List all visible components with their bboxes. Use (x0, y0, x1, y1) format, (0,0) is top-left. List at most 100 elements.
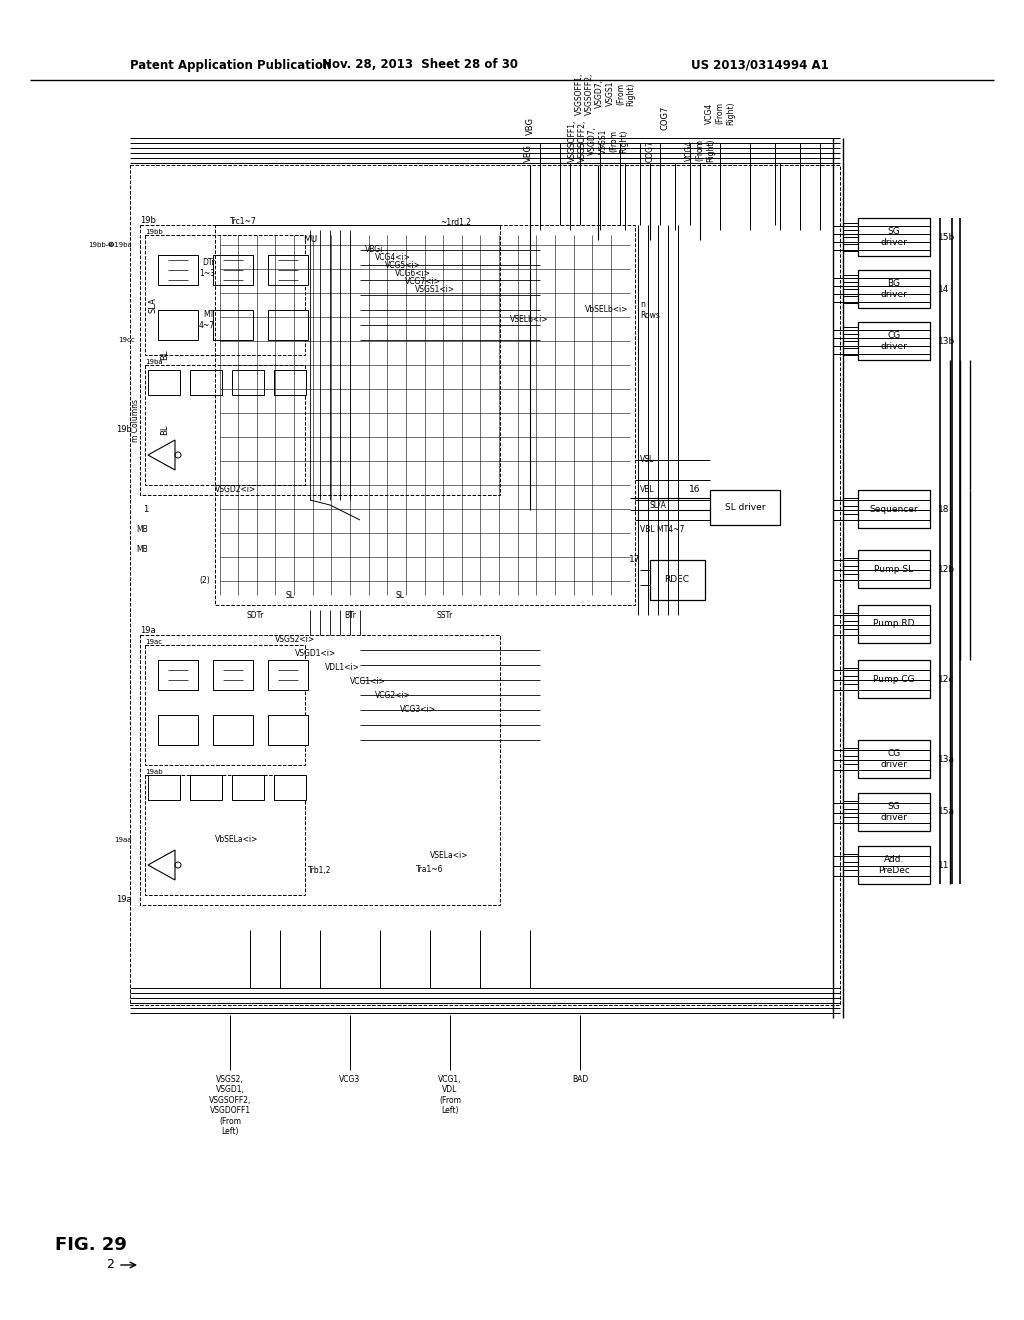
Text: Patent Application Publication: Patent Application Publication (130, 58, 331, 71)
Text: SL: SL (286, 590, 295, 599)
Bar (158, 255, 198, 285)
Text: BG
driver: BG driver (881, 280, 907, 298)
Bar (158, 660, 198, 690)
Text: 11: 11 (938, 861, 949, 870)
Bar (858, 846, 930, 884)
Text: Nov. 28, 2013  Sheet 28 of 30: Nov. 28, 2013 Sheet 28 of 30 (322, 58, 518, 71)
Text: SL: SL (395, 590, 404, 599)
Text: VSGD2<i>: VSGD2<i> (215, 486, 256, 495)
Bar (213, 255, 253, 285)
Text: MU: MU (303, 235, 317, 244)
Text: VbSELa<i>: VbSELa<i> (215, 836, 258, 845)
Text: 19a: 19a (117, 895, 132, 904)
Text: Pump RD: Pump RD (873, 619, 914, 628)
Bar (858, 660, 930, 698)
Text: DTr
1~3: DTr 1~3 (199, 259, 215, 277)
Text: 19a: 19a (140, 626, 156, 635)
Text: 12b: 12b (938, 565, 955, 573)
Bar (858, 271, 930, 308)
Bar (148, 370, 180, 395)
Text: SDTr: SDTr (247, 610, 264, 619)
Text: SG
driver: SG driver (881, 803, 907, 821)
Text: VCG1,
VDL
(From
Left): VCG1, VDL (From Left) (438, 1074, 462, 1115)
Text: VSGS2<i>: VSGS2<i> (275, 635, 315, 644)
Bar (268, 715, 308, 744)
Bar (130, 165, 840, 1005)
Text: VBG: VBG (523, 144, 532, 162)
Bar (858, 490, 930, 528)
Bar (190, 775, 222, 800)
Text: n
Rows: n Rows (640, 300, 659, 319)
Bar (145, 645, 305, 766)
Bar (145, 775, 305, 895)
Text: VSGS2,
VSGD1,
VSGSOFF2,
VSGDOFF1
(From
Left): VSGS2, VSGD1, VSGSOFF2, VSGDOFF1 (From L… (209, 1074, 251, 1137)
Text: BL: BL (161, 425, 170, 436)
Text: SLA: SLA (148, 297, 158, 313)
Text: MT
4~7: MT 4~7 (199, 310, 215, 330)
Text: SL/A: SL/A (650, 500, 667, 510)
Text: 13b: 13b (938, 337, 955, 346)
Bar (858, 605, 930, 643)
Text: BAD: BAD (571, 1074, 588, 1084)
Text: VSGS1<i>: VSGS1<i> (415, 285, 455, 294)
Text: 19bb-➒19ba: 19bb-➒19ba (88, 242, 132, 248)
Text: VCG5<i>: VCG5<i> (385, 261, 421, 271)
Bar (650, 560, 705, 601)
Text: 2: 2 (106, 1258, 114, 1271)
Text: SG
driver: SG driver (881, 227, 907, 247)
Text: 19aa: 19aa (115, 837, 132, 843)
Bar (140, 635, 500, 906)
Text: Sequencer: Sequencer (869, 504, 919, 513)
Bar (213, 715, 253, 744)
Bar (213, 660, 253, 690)
Text: VSL: VSL (640, 455, 654, 465)
Text: VSGSOFF1,
VSGSOFF2,
VSGD7,
VSGS1
(From
Right): VSGSOFF1, VSGSOFF2, VSGD7, VSGS1 (From R… (567, 120, 629, 162)
Text: VDL1<i>: VDL1<i> (325, 664, 359, 672)
Bar (158, 310, 198, 341)
Text: Trb1,2: Trb1,2 (308, 866, 332, 874)
Text: Add.
PreDec: Add. PreDec (878, 855, 910, 875)
Text: Pump CG: Pump CG (873, 675, 914, 684)
Text: VBL MT4~7: VBL MT4~7 (640, 525, 684, 535)
Bar (148, 775, 180, 800)
Text: 19b: 19b (140, 216, 156, 224)
Text: VBGi: VBGi (365, 246, 383, 255)
Text: 13a: 13a (938, 755, 955, 763)
Text: CG
driver: CG driver (881, 750, 907, 768)
Text: Tra1~6: Tra1~6 (416, 866, 443, 874)
Bar (158, 715, 198, 744)
Text: FIG. 29: FIG. 29 (55, 1236, 127, 1254)
Text: VCG7<i>: VCG7<i> (406, 277, 441, 286)
Text: VCG4
(From
Right): VCG4 (From Right) (685, 139, 715, 162)
Text: VSELb<i>: VSELb<i> (510, 315, 549, 325)
Bar (858, 322, 930, 360)
Text: COG7: COG7 (645, 140, 654, 162)
Bar (215, 224, 635, 605)
Text: 19cc: 19cc (118, 337, 135, 343)
Text: 12c: 12c (938, 675, 954, 684)
Bar (140, 224, 500, 495)
Text: ~1rd1,2: ~1rd1,2 (440, 218, 471, 227)
Text: CG
driver: CG driver (881, 331, 907, 351)
Text: VSGD1<i>: VSGD1<i> (295, 648, 336, 657)
Text: MB: MB (136, 525, 148, 535)
Text: Pump SL: Pump SL (874, 565, 913, 573)
Text: SSTr: SSTr (437, 610, 454, 619)
Bar (145, 235, 305, 355)
Text: MB: MB (136, 545, 148, 554)
Text: BTr: BTr (344, 610, 356, 619)
Text: COG7: COG7 (660, 106, 670, 129)
Text: 17: 17 (629, 556, 640, 565)
Text: VbSELb<i>: VbSELb<i> (585, 305, 629, 314)
Bar (858, 550, 930, 587)
Text: m Columns: m Columns (130, 399, 139, 441)
Bar (232, 775, 264, 800)
Bar (858, 218, 930, 256)
Text: VCG1<i>: VCG1<i> (350, 677, 386, 686)
Text: 14: 14 (938, 285, 949, 293)
Bar (268, 660, 308, 690)
Text: 19b: 19b (116, 425, 132, 434)
Text: VSELa<i>: VSELa<i> (430, 850, 469, 859)
Text: 19ac: 19ac (145, 639, 162, 645)
Text: VBG: VBG (525, 117, 535, 135)
